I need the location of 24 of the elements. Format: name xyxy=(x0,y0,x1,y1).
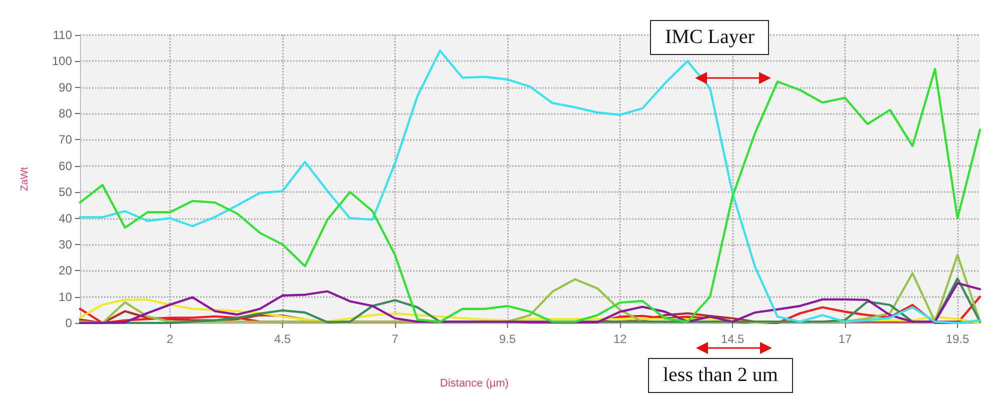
y-tick-label: 60 xyxy=(58,158,72,173)
y-tick-label: 0 xyxy=(65,316,72,330)
x-tick-label: 14.5 xyxy=(720,332,744,346)
x-tick-label: 4.5 xyxy=(274,332,292,346)
annotation: IMC Layer xyxy=(650,20,770,55)
x-tick-label: 12 xyxy=(613,332,627,346)
y-tick-label: 70 xyxy=(58,132,72,147)
y-tick-label: 50 xyxy=(58,185,72,200)
x-tick-label: 7 xyxy=(392,332,399,346)
y-tick-label: 40 xyxy=(58,211,72,226)
x-tick-label: 9.5 xyxy=(499,332,516,346)
y-tick-label: 80 xyxy=(58,106,72,121)
text: less than 2 um xyxy=(648,358,793,393)
x-tick-label: 17 xyxy=(838,332,852,346)
y-tick-label: 10 xyxy=(58,290,72,304)
y-tick-label: 110 xyxy=(52,28,72,42)
y-tick-label: 20 xyxy=(58,264,72,278)
y-axis-title: ZaWt xyxy=(20,166,30,191)
x-tick-label: 19.5 xyxy=(946,332,970,346)
y-tick-label: 30 xyxy=(58,237,72,252)
y-tick-label: 100 xyxy=(52,54,72,68)
x-axis-title: Distance (µm) xyxy=(440,378,509,390)
y-tick-label: 90 xyxy=(58,80,72,94)
x-tick-label: 2 xyxy=(166,332,174,346)
